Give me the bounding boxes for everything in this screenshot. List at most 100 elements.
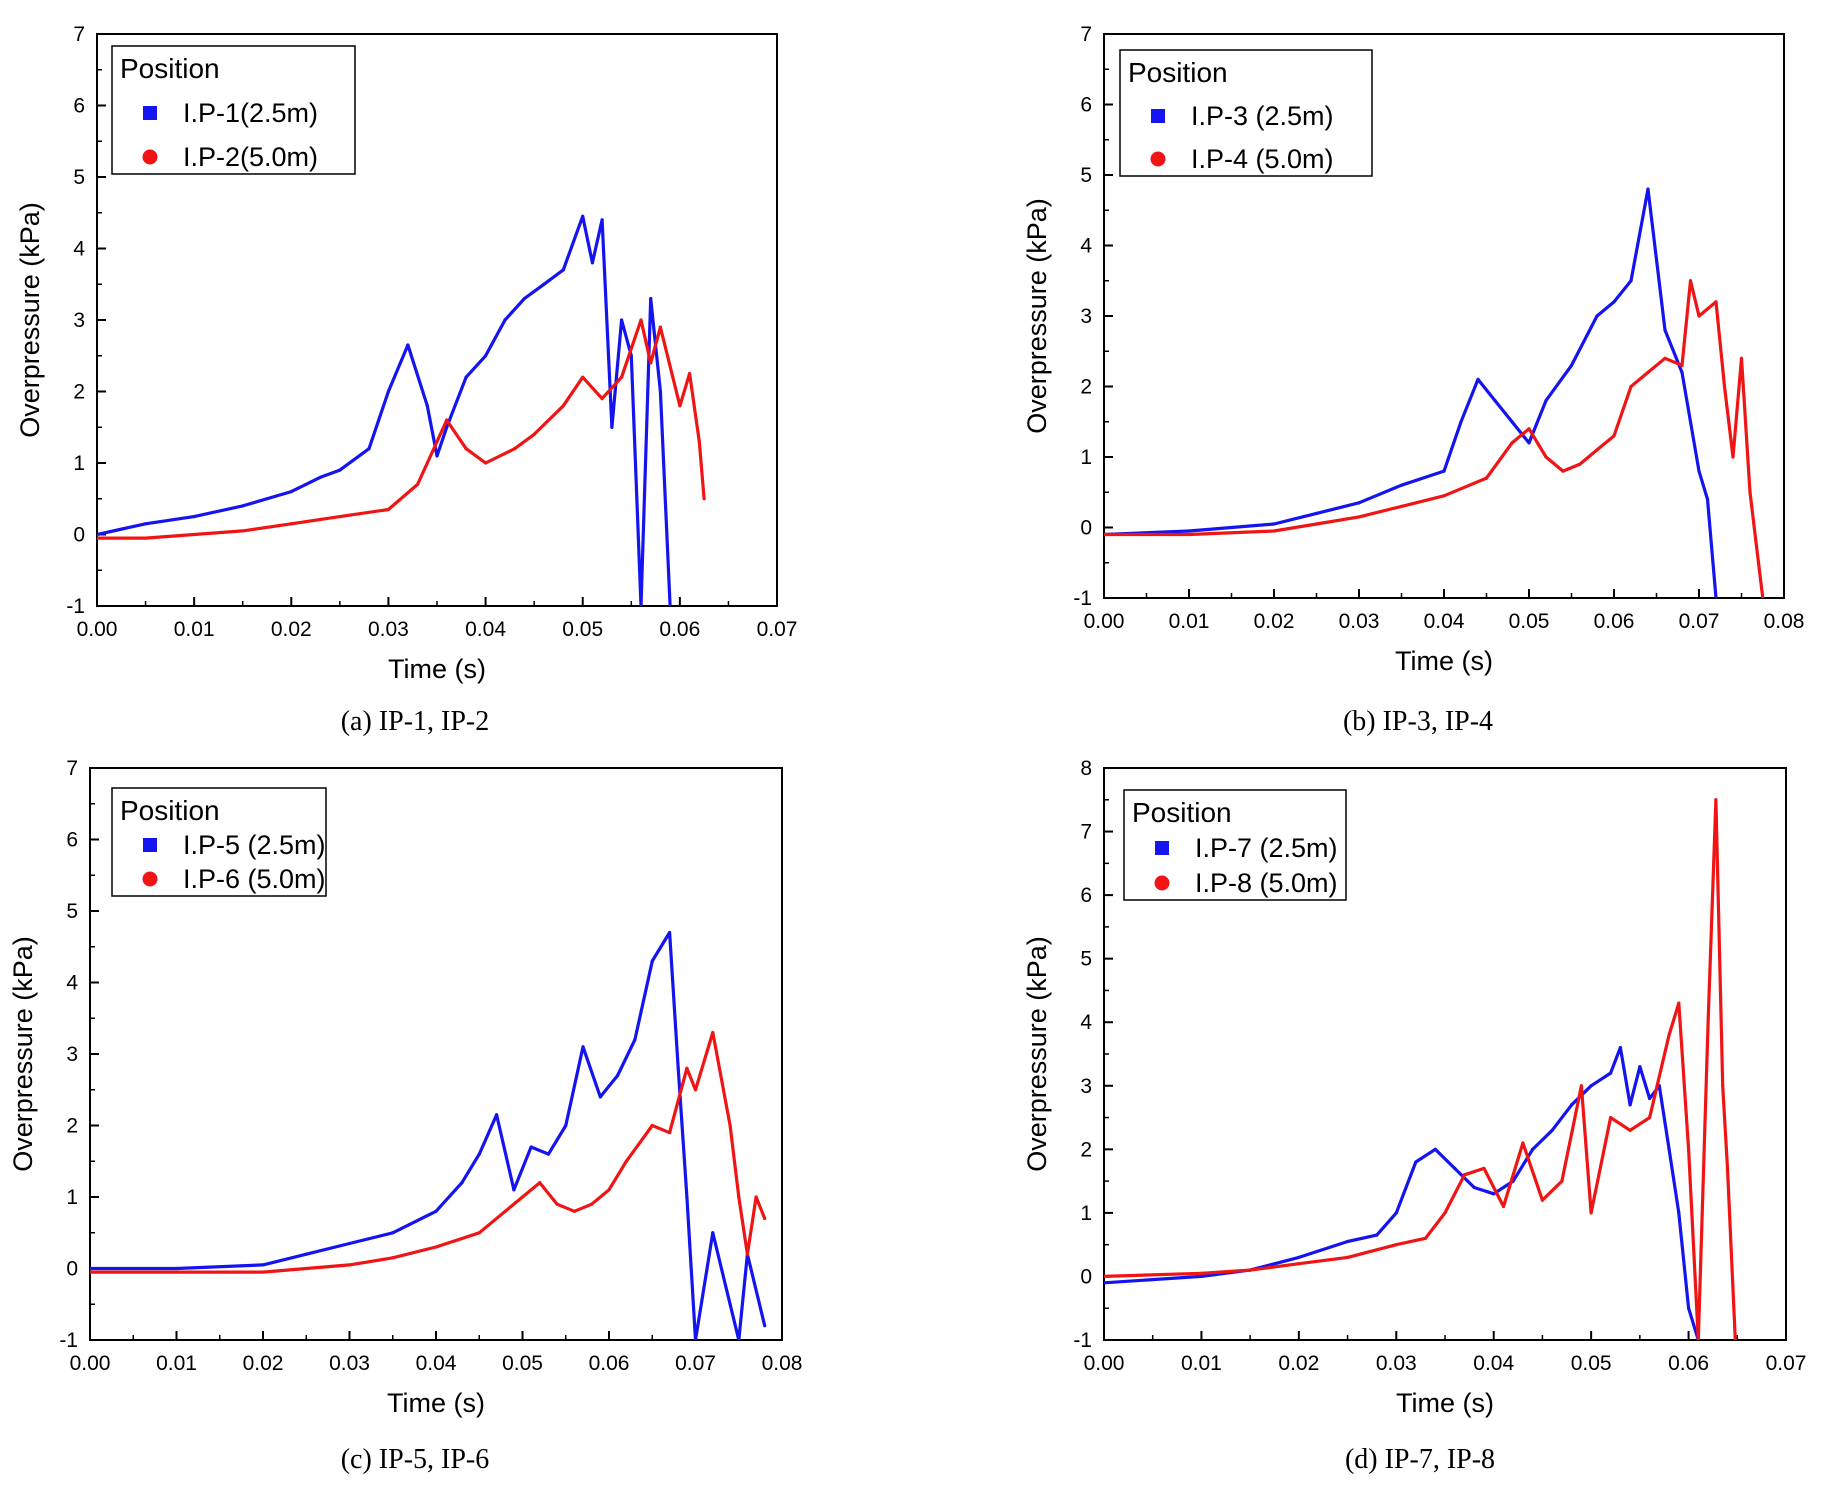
y-tick-label: 4 [73,238,85,261]
legend-marker-circle [1150,151,1166,167]
data-point [1394,1211,1398,1215]
data-point [1531,1147,1535,1151]
y-tick-label: -1 [1073,587,1092,610]
series-line [97,318,706,540]
data-point [1725,1166,1730,1170]
series-line [1104,187,1718,598]
data-point [610,425,614,429]
data-point [434,1209,438,1213]
data-point [513,447,517,451]
x-tick-label: 0.07 [1679,610,1720,633]
data-point [1357,515,1361,519]
y-tick-label: 8 [1080,757,1092,780]
x-tick-label: 0.06 [659,618,700,641]
data-point [1314,522,1319,526]
data-point [668,604,672,606]
x-tick-label: 0.05 [502,1352,543,1375]
data-point [529,1145,533,1149]
y-tick-label: 4 [1080,1011,1092,1034]
data-point [143,522,148,526]
y-tick-label: 7 [66,757,78,780]
data-point [590,1202,594,1206]
x-tick-label: 0.01 [1181,1352,1222,1375]
x-tick-label: 0.05 [1571,1352,1612,1375]
data-point [304,1266,308,1271]
legend-marker-circle [142,871,158,887]
legend-entry: I.P-1(2.5m) [183,98,318,128]
data-point [685,1195,689,1199]
data-point [1104,1274,1106,1279]
y-axis-title: Overpressure (kPa) [1022,936,1052,1172]
data-point [1731,455,1735,459]
data-point [1677,1211,1681,1215]
data-point [1314,511,1319,515]
data-point [1187,532,1191,537]
series-1 [1104,187,1718,598]
y-tick-label: 6 [73,95,85,118]
data-point [90,1266,92,1271]
data-point [658,389,663,394]
data-point [1667,1033,1671,1037]
data-point [1550,1128,1554,1132]
data-point [572,1209,577,1213]
data-point [763,1324,767,1328]
data-point [1569,363,1574,367]
data-point [687,372,692,376]
data-point [650,959,654,963]
data-point [600,218,604,222]
y-tick-label: 2 [1080,376,1092,399]
data-point [728,1123,732,1128]
data-point [685,1066,689,1070]
data-point [1646,370,1650,374]
data-point [1442,494,1446,498]
x-tick-label: 0.06 [1594,610,1635,633]
data-point [391,1256,395,1260]
data-point [1761,596,1765,598]
x-tick-label: 0.02 [1278,1352,1319,1375]
data-point [693,1088,698,1092]
data-point [1476,377,1480,382]
data-point [386,507,391,512]
data-point [174,1266,179,1271]
legend-entry: I.P-7 (2.5m) [1195,833,1338,863]
data-point [1345,1255,1350,1259]
series-2 [90,1030,767,1274]
data-point [745,1252,750,1256]
data-point [483,354,488,358]
data-point [460,1181,464,1185]
data-point [1394,1243,1398,1247]
legend-title: Position [120,53,220,84]
data-point [90,1270,92,1274]
data-point [1453,1166,1457,1170]
y-tick-label: 3 [1080,1075,1092,1098]
data-point [667,930,672,935]
data-point [1297,1262,1301,1266]
data-point [1560,1179,1564,1183]
x-tick-label: 0.04 [465,618,506,641]
y-tick-label: 7 [1080,23,1092,46]
series-line [1104,798,1737,1340]
chart-panel-b: 0.00 0.01 0.02 0.03 0.04 0.05 0.06 0.07 0.08 -1 0 1… [1022,23,1804,737]
data-point [1595,448,1599,452]
x-tick-label: 0.05 [562,618,603,641]
x-axis-title: Time (s) [1396,1388,1494,1418]
legend-marker-square [143,838,157,852]
data-point [1667,1147,1671,1151]
data-point [697,439,701,444]
x-tick-label: 0.07 [675,1352,716,1375]
data-point [639,318,643,322]
data-point [1462,1173,1467,1177]
y-tick-label: 0 [73,524,85,547]
data-point [728,1302,732,1306]
y-tick-label: -1 [1073,1329,1092,1352]
data-point [289,490,293,494]
chart-panel-d: 0.00 0.01 0.02 0.03 0.04 0.05 0.06 0.07 -1 0 1 2 3 4 5… [1022,757,1806,1475]
data-point [542,282,546,286]
data-point [600,397,604,401]
data-point [1375,1233,1379,1237]
x-tick-label: 0.06 [1668,1352,1709,1375]
data-point [561,404,565,408]
data-point [1748,490,1752,494]
data-point [261,1270,265,1274]
y-axis-title: Overpressure (kPa) [1022,198,1052,434]
